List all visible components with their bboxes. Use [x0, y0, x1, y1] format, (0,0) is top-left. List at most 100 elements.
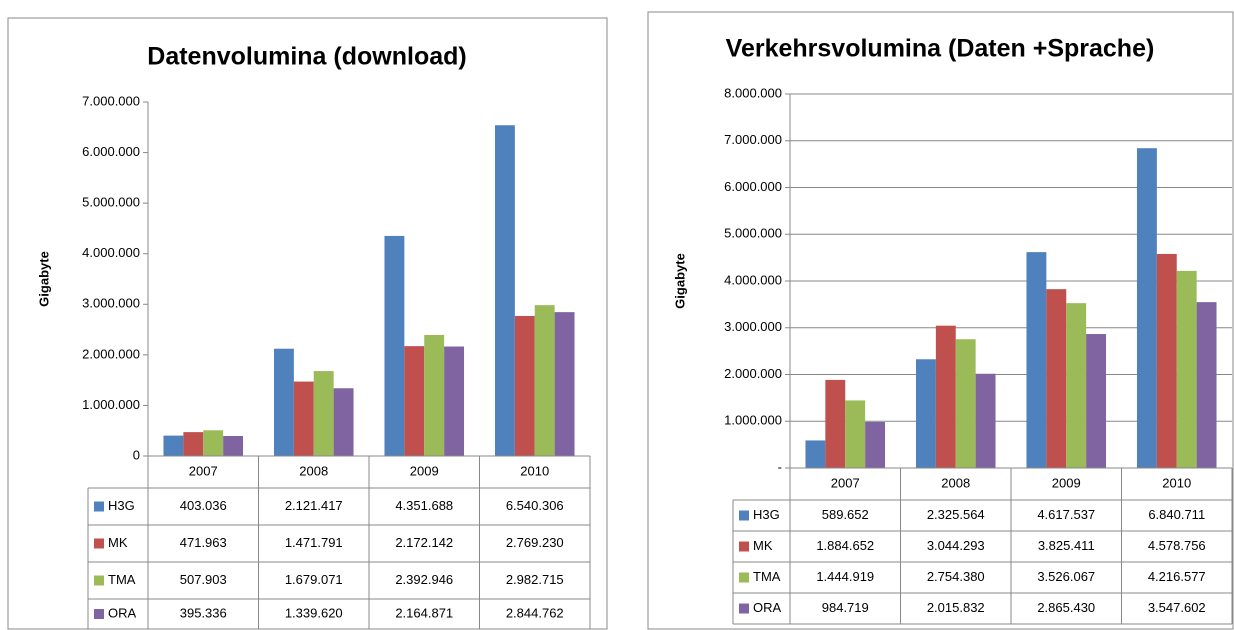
legend-swatch	[94, 575, 104, 586]
bar	[1136, 148, 1157, 468]
bar	[825, 379, 846, 468]
bar	[955, 339, 976, 468]
bar	[163, 435, 184, 456]
y-tick-label: 4.000.000	[82, 245, 140, 260]
y-tick-label: 7.000.000	[724, 132, 782, 147]
table-value: 2.172.142	[395, 535, 453, 550]
table-value: 984.719	[822, 600, 869, 615]
y-tick-label: 0	[133, 447, 140, 462]
y-tick-label: -	[778, 459, 782, 474]
bar	[1026, 252, 1047, 468]
category-label: 2010	[520, 463, 549, 478]
bar	[384, 235, 405, 456]
legend-label: H3G	[108, 498, 135, 513]
legend-swatch	[739, 541, 749, 552]
table-value: 2.982.715	[506, 572, 564, 587]
bar	[1176, 270, 1197, 468]
table-value: 3.526.067	[1037, 569, 1095, 584]
bar	[975, 373, 996, 468]
legend-swatch	[739, 510, 749, 521]
y-tick-label: 7.000.000	[82, 93, 140, 108]
category-label: 2010	[1162, 475, 1191, 490]
legend-label: ORA	[108, 605, 137, 620]
table-value: 6.840.711	[1148, 507, 1205, 522]
table-value: 2.844.762	[506, 605, 564, 620]
bar	[1066, 303, 1087, 468]
legend-swatch	[739, 603, 749, 614]
y-tick-label: 2.000.000	[82, 346, 140, 361]
bar	[1156, 253, 1177, 468]
y-tick-label: 5.000.000	[82, 195, 140, 210]
bar	[915, 359, 936, 468]
y-tick-label: 8.000.000	[724, 85, 782, 100]
y-tick-label: 3.000.000	[724, 319, 782, 334]
bar	[404, 346, 425, 456]
y-tick-label: 2.000.000	[724, 366, 782, 381]
table-value: 1.444.919	[816, 569, 874, 584]
bar	[845, 400, 866, 468]
category-label: 2008	[299, 463, 328, 478]
legend-swatch	[94, 538, 104, 549]
table-value: 3.044.293	[927, 538, 985, 553]
chart-title: Verkehrsvolumina (Daten +Sprache)	[726, 35, 1155, 63]
table-value: 589.652	[822, 507, 869, 522]
bar	[333, 388, 354, 456]
bar	[313, 371, 334, 456]
bar	[293, 381, 314, 456]
table-value: 471.963	[180, 535, 227, 550]
legend-swatch	[94, 609, 104, 619]
y-tick-label: 6.000.000	[82, 144, 140, 159]
bar	[554, 312, 575, 456]
bar	[865, 421, 886, 468]
table-value: 2.769.230	[506, 535, 564, 550]
y-tick-label: 3.000.000	[82, 296, 140, 311]
table-value: 4.216.577	[1148, 569, 1206, 584]
y-axis-label: Gigabyte	[672, 253, 687, 309]
bar	[1086, 334, 1107, 468]
table-value: 4.351.688	[395, 498, 453, 513]
table-value: 3.547.602	[1148, 600, 1206, 615]
table-value: 1.679.071	[285, 572, 343, 587]
chart-title: Datenvolumina (download)	[147, 43, 466, 71]
table-value: 4.617.537	[1037, 507, 1095, 522]
legend-label: H3G	[753, 507, 780, 522]
bar	[534, 305, 555, 456]
table-value: 2.325.564	[927, 507, 985, 522]
bar	[223, 436, 244, 456]
y-tick-label: 4.000.000	[724, 272, 782, 287]
category-label: 2007	[189, 463, 218, 478]
y-tick-label: 6.000.000	[724, 179, 782, 194]
y-tick-label: 1.000.000	[82, 397, 140, 412]
y-axis-label: Gigabyte	[36, 251, 51, 307]
category-label: 2009	[1052, 475, 1081, 490]
table-value: 2.392.946	[395, 572, 453, 587]
legend-label: TMA	[108, 572, 136, 587]
legend-label: MK	[108, 535, 128, 550]
table-value: 395.336	[180, 605, 227, 620]
y-tick-label: 1.000.000	[724, 413, 782, 428]
table-value: 2.754.380	[927, 569, 985, 584]
table-value: 1.471.791	[285, 535, 343, 550]
bar	[444, 346, 465, 456]
table-value: 403.036	[180, 498, 227, 513]
legend-label: TMA	[753, 569, 781, 584]
category-label: 2008	[941, 475, 970, 490]
table-value: 1.884.652	[816, 538, 874, 553]
panel	[647, 11, 1234, 630]
table-value: 2.865.430	[1037, 600, 1095, 615]
table-value: 2.164.871	[395, 605, 453, 620]
table-value: 1.339.620	[285, 605, 343, 620]
legend-label: MK	[753, 538, 773, 553]
category-label: 2007	[831, 475, 860, 490]
bar	[494, 125, 515, 457]
table-value: 3.825.411	[1038, 538, 1095, 553]
bar	[203, 430, 224, 456]
table-value: 507.903	[180, 572, 227, 587]
category-label: 2009	[410, 463, 439, 478]
table-value: 4.578.756	[1148, 538, 1206, 553]
bar	[183, 432, 204, 456]
bar	[935, 325, 956, 468]
legend-swatch	[94, 501, 104, 512]
table-value: 2.015.832	[927, 600, 985, 615]
